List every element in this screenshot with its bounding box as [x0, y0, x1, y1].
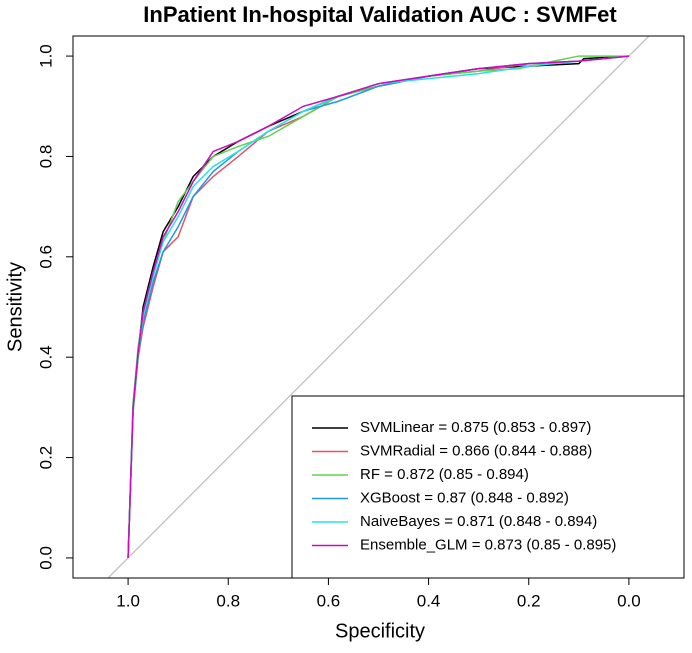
roc-curve	[127, 55, 629, 558]
roc-curve	[127, 55, 629, 558]
x-tick-label: 0.6	[317, 591, 341, 610]
legend-label: SVMLinear = 0.875 (0.853 - 0.897)	[360, 419, 591, 436]
x-tick-label: 0.4	[417, 591, 441, 610]
x-tick-label: 0.0	[617, 591, 641, 610]
legend-label: Ensemble_GLM = 0.873 (0.85 - 0.895)	[360, 536, 616, 553]
chart-title: InPatient In-hospital Validation AUC : S…	[143, 2, 617, 27]
x-tick-label: 1.0	[116, 591, 140, 610]
x-tick-label: 0.8	[216, 591, 240, 610]
x-axis-label: Specificity	[335, 620, 425, 642]
y-axis-label: Sensitivity	[4, 262, 26, 352]
y-tick-label: 1.0	[36, 44, 55, 68]
reference-line	[107, 36, 650, 578]
x-tick-label: 0.2	[517, 591, 541, 610]
legend-label: XGBoost = 0.87 (0.848 - 0.892)	[360, 489, 569, 506]
legend-label: SVMRadial = 0.866 (0.844 - 0.888)	[360, 442, 592, 459]
y-tick-label: 0.8	[36, 145, 55, 169]
y-tick-label: 0.4	[36, 345, 55, 369]
y-tick-label: 0.0	[36, 546, 55, 570]
y-tick-label: 0.2	[36, 446, 55, 470]
legend-box	[291, 395, 685, 579]
legend-label: RF = 0.872 (0.85 - 0.894)	[360, 466, 529, 483]
legend-label: NaiveBayes = 0.871 (0.848 - 0.894)	[360, 513, 597, 530]
y-tick-label: 0.6	[36, 245, 55, 269]
